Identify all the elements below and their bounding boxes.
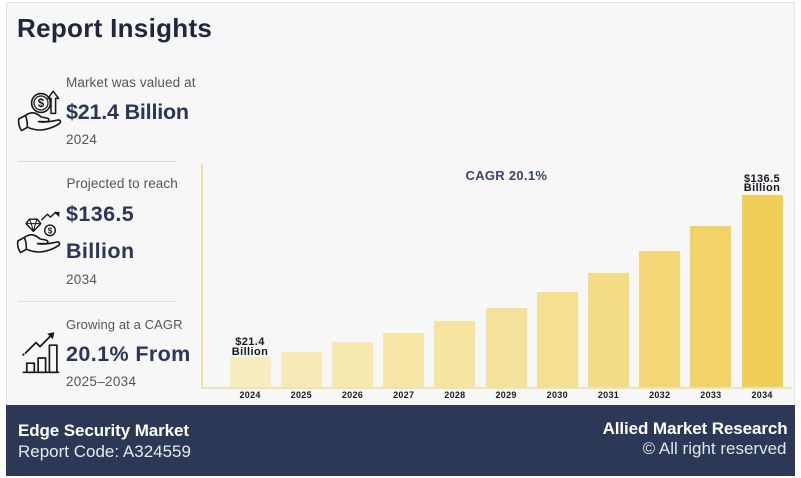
svg-text:$: $ <box>48 226 53 235</box>
svg-text:$: $ <box>38 98 45 110</box>
